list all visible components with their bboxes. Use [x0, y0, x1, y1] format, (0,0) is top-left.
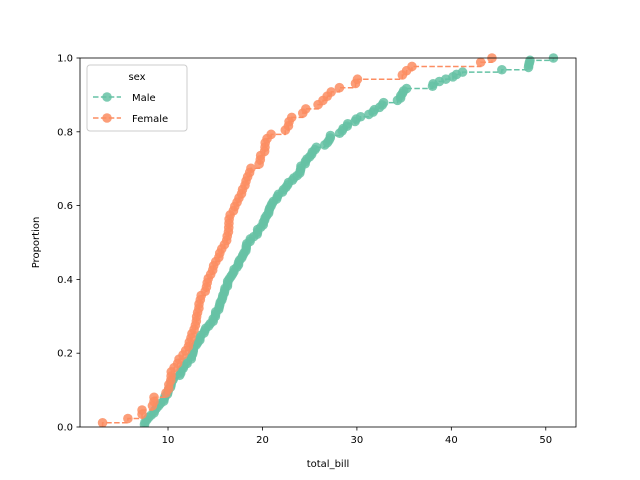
data-point [497, 64, 507, 75]
legend-item-female: Female [93, 113, 168, 125]
data-point [326, 87, 337, 97]
y-tick-label: 0.2 [57, 349, 73, 360]
data-point [123, 413, 133, 424]
data-point [149, 392, 159, 403]
data-point [407, 61, 417, 72]
data-point [286, 112, 297, 123]
axes-frame [79, 57, 577, 428]
x-tick-label: 20 [256, 435, 269, 446]
data-point [266, 129, 276, 140]
data-point [137, 405, 147, 415]
data-point [97, 417, 108, 427]
data-point [475, 57, 486, 68]
legend: sex Male Female [86, 64, 188, 132]
series-layer [97, 53, 559, 427]
ecdf-line [143, 58, 555, 427]
y-tick-label: 0.8 [57, 127, 73, 138]
x-tick-label: 10 [162, 435, 175, 446]
y-axis-label: Proportion [31, 217, 42, 269]
x-tick-label: 30 [351, 435, 364, 446]
data-point [342, 119, 353, 129]
y-tick-label: 1.0 [57, 54, 73, 65]
legend-marker [102, 113, 112, 123]
x-axis-label: total_bill [307, 459, 350, 470]
ticks-layer: 10 20 30 40 50 0.0 0.2 0.4 0.6 0.8 1.0 [57, 54, 552, 447]
data-point [378, 97, 389, 108]
legend-label: Female [132, 114, 168, 125]
data-point [311, 142, 322, 153]
y-tick-label: 0.6 [57, 201, 73, 212]
data-point [246, 163, 256, 174]
legend-box [86, 64, 188, 132]
y-tick-label: 0.0 [57, 423, 73, 434]
data-point [352, 74, 363, 85]
legend-label: Male [132, 93, 156, 104]
data-point [525, 55, 535, 66]
x-tick-label: 50 [539, 435, 552, 446]
series-female [97, 53, 497, 427]
x-tick-label: 40 [445, 435, 458, 446]
data-point [301, 104, 311, 114]
legend-marker [102, 92, 112, 102]
data-point [457, 67, 468, 77]
data-point [355, 111, 366, 122]
series-male [139, 53, 559, 427]
y-tick-label: 0.4 [57, 275, 73, 286]
data-point [401, 83, 412, 94]
legend-title: sex [128, 72, 145, 83]
data-point [325, 130, 336, 141]
legend-item-male: Male [93, 92, 156, 104]
data-point [334, 82, 345, 93]
